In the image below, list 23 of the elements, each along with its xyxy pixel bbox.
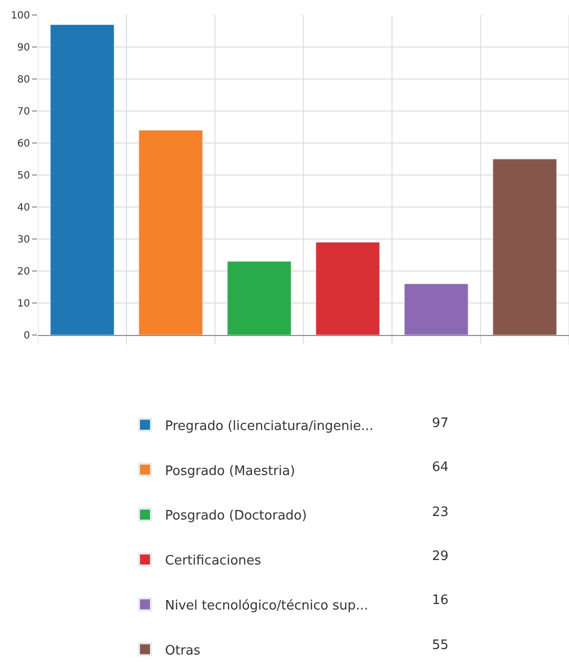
- y-tick-label: 0: [24, 330, 30, 342]
- y-tick-label: 100: [10, 10, 30, 22]
- legend-label: Posgrado (Maestria): [165, 464, 296, 479]
- text: 55: [432, 638, 449, 653]
- legend-label: Otras: [165, 643, 201, 658]
- y-tick-label: 50: [17, 170, 30, 182]
- y-tick-label: 40: [17, 202, 30, 214]
- y-tick-label: 60: [17, 138, 30, 150]
- legend-label: Nivel tecnológico/técnico sup...: [165, 598, 368, 614]
- text: 16: [432, 593, 449, 608]
- y-tick-label: 10: [17, 298, 30, 310]
- text: 23: [432, 505, 449, 520]
- legend-label: Pregrado (licenciatura/ingenie...: [165, 418, 374, 434]
- y-tick-label: 70: [17, 106, 30, 118]
- legend-label: Certificaciones: [165, 554, 262, 569]
- legend-label: Posgrado (Doctorado): [165, 508, 307, 524]
- text: 29: [432, 549, 449, 564]
- text: 97: [432, 416, 449, 431]
- y-tick-label: 20: [17, 266, 30, 278]
- y-tick-label: 30: [17, 234, 30, 246]
- y-tick-label: 90: [17, 42, 30, 54]
- y-tick-label: 80: [17, 74, 30, 86]
- text: 64: [432, 460, 449, 475]
